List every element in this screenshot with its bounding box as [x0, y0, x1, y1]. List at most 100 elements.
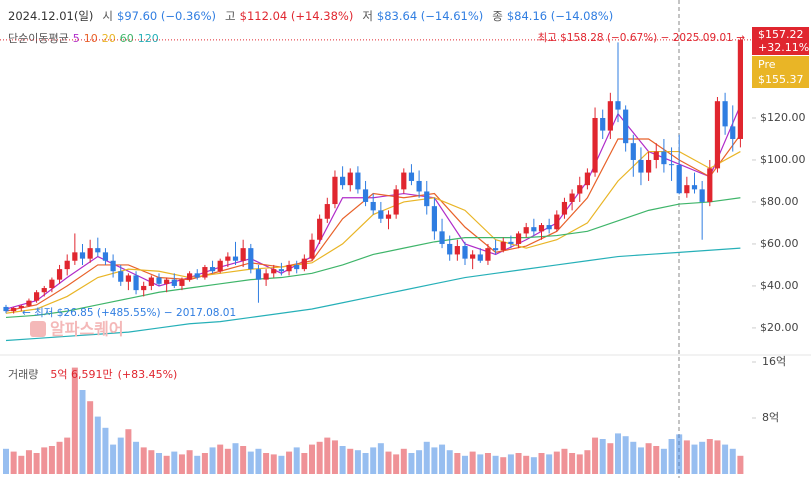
candle-body [508, 241, 514, 244]
volume-bar [515, 453, 522, 474]
candle-body [125, 275, 131, 282]
volume-bar [278, 455, 285, 474]
candle-body [118, 271, 124, 282]
candle-body [18, 305, 24, 308]
candle-body [164, 279, 170, 284]
volume-bar [377, 443, 384, 474]
volume-bar [492, 455, 499, 474]
volume-bar [240, 446, 247, 474]
ma-line [5, 150, 741, 314]
candle-body [95, 248, 101, 253]
volume-bar [615, 433, 621, 474]
volume-bar [408, 453, 415, 474]
y-tick-label: $20.00 [760, 321, 799, 334]
volume-bar [599, 439, 606, 474]
watermark-text: 알파스퀘어 [50, 320, 124, 339]
volume-bar [10, 451, 17, 474]
candle-body [41, 288, 47, 293]
volume-bar [331, 440, 338, 474]
y-tick-label: $80.00 [760, 195, 799, 208]
volume-bar [454, 453, 461, 474]
volume-bar [538, 453, 545, 474]
candle-body [554, 214, 560, 230]
volume-bar [592, 437, 599, 474]
volume-bar [370, 447, 377, 474]
date: 2024.12.01(일) [8, 9, 93, 23]
candle-body [271, 269, 277, 274]
candle-body [546, 225, 552, 230]
volume-bar [484, 453, 491, 474]
volume-bar [500, 457, 507, 474]
y-tick-label: $120.00 [760, 111, 806, 124]
candle-body [653, 151, 659, 160]
pre-box [752, 56, 809, 88]
volume-bar [255, 448, 262, 474]
candle-body [661, 151, 667, 165]
pre-label: Pre [758, 58, 776, 71]
volume-bar [25, 450, 32, 474]
candle-body [209, 267, 216, 272]
candle-body [447, 243, 453, 255]
candle-body [301, 258, 307, 270]
candle-body [278, 269, 284, 272]
candle-body [187, 273, 193, 280]
volume-bar [209, 447, 216, 474]
volume-legend: 거래량 5억 6,591만 (+83.45%) [8, 368, 177, 381]
candle-body [378, 210, 384, 219]
candle-body [355, 172, 361, 190]
volume-bar [714, 440, 721, 474]
candle-body [515, 233, 522, 244]
volume-bar [576, 454, 583, 474]
y-tick-label: $40.00 [760, 279, 799, 292]
ma-legend-entry: 20 [102, 32, 116, 45]
volume-bar [722, 444, 729, 474]
volume-bars [3, 367, 744, 474]
high-annotation: 최고 $158.28 (−0.67%) − 2025.09.01 → [538, 32, 746, 44]
candle-body [385, 214, 392, 219]
watermark-logo [30, 321, 46, 337]
volume-bar [3, 448, 9, 474]
candle-body [584, 172, 590, 186]
candle-body [462, 246, 468, 259]
candle-body [148, 277, 154, 286]
volume-title: 거래량 [8, 368, 38, 381]
volume-bar [56, 441, 63, 474]
candle-body [179, 279, 185, 286]
candle-body [34, 292, 40, 301]
candle-body [531, 227, 537, 232]
volume-bar [683, 440, 690, 474]
candle-body [431, 206, 437, 232]
candle-body [49, 279, 55, 289]
volume-bar [286, 451, 293, 474]
y-tick-label: $100.00 [760, 153, 806, 166]
volume-bar [232, 443, 239, 474]
y-tick-label: $60.00 [760, 237, 799, 250]
candle-body [638, 159, 644, 173]
ma-legend-entry: 5 [73, 32, 80, 45]
volume-bar [423, 441, 430, 474]
candle-body [577, 185, 583, 194]
low-annotation: ← 최저 $26.85 (+485.55%) − 2017.08.01 [22, 307, 236, 319]
volume-bar [293, 447, 300, 474]
candle-body [255, 269, 262, 280]
volume-bar [18, 455, 25, 474]
volume-bar [171, 451, 178, 474]
volume-bar [706, 439, 713, 474]
volume-bar [301, 453, 308, 474]
candle-body [370, 201, 376, 211]
volume-bar [546, 454, 553, 474]
candle-body [232, 256, 239, 261]
candle-body [217, 260, 223, 272]
ohlc-value: $112.04 (+14.38%) [240, 9, 354, 23]
volume-bar [354, 450, 361, 474]
volume-change: (+83.45%) [118, 368, 178, 381]
volume-bar [79, 390, 86, 474]
volume-bar [94, 416, 101, 474]
volume-bar [110, 444, 117, 474]
candle-body [439, 231, 445, 244]
candle-body [722, 101, 728, 127]
candle-body [362, 189, 369, 202]
candle-body [141, 285, 147, 291]
